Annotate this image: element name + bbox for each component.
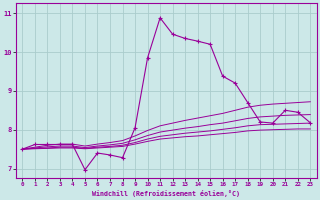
X-axis label: Windchill (Refroidissement éolien,°C): Windchill (Refroidissement éolien,°C) [92, 190, 240, 197]
